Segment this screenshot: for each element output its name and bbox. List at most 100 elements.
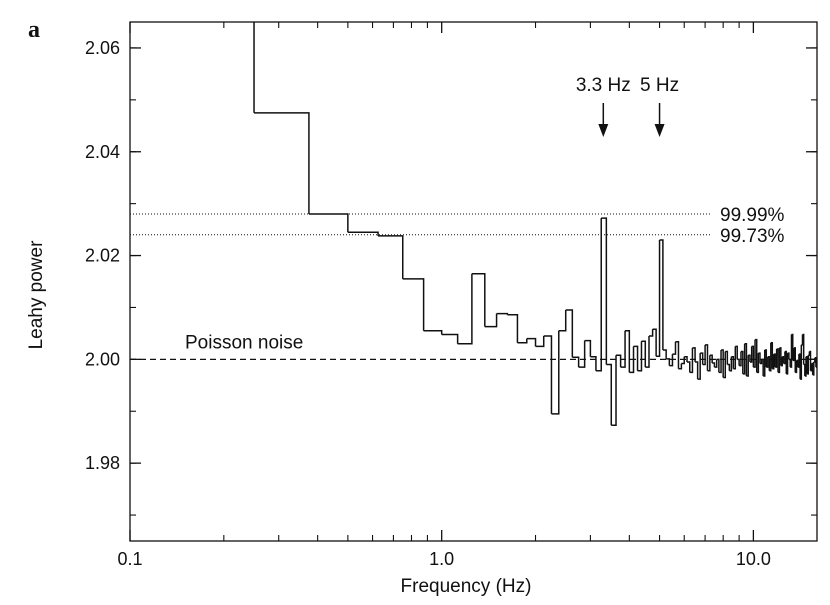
spectrum-step-bin xyxy=(584,339,592,357)
spectrum-step-bin xyxy=(620,330,626,368)
spectrum-step-bin xyxy=(714,359,718,368)
spectrum-step-bin xyxy=(792,347,795,362)
frequency-annotations: 3.3 Hz 5 Hz xyxy=(576,75,679,137)
spectrum-step-bin xyxy=(712,362,716,368)
spectrum-step-bin xyxy=(637,341,643,372)
spectrum-step-bin xyxy=(543,335,553,414)
spectrum-step-bin xyxy=(780,356,783,367)
spectrum-step-bin xyxy=(761,358,764,376)
spectrum-step-bin xyxy=(565,309,574,358)
y-axis-ticks: 1.98 2.00 2.02 2.04 2.06 xyxy=(85,38,817,516)
significance-label-2: 99.73% xyxy=(720,226,785,247)
spectrum-step-bin xyxy=(731,356,735,369)
spectrum-step-bin xyxy=(778,347,781,374)
spectrum-step-bin xyxy=(767,356,771,371)
y-tick-label: 1.98 xyxy=(85,453,120,473)
spectrum-step-bin xyxy=(803,363,806,376)
spectrum-step-bin xyxy=(746,355,749,377)
spectrum-step-bin xyxy=(775,348,778,368)
spectrum-step-bin xyxy=(702,344,706,366)
y-tick-label: 2.06 xyxy=(85,38,120,58)
spectrum-step-bin xyxy=(558,310,567,332)
spectrum-step-bin xyxy=(809,350,812,371)
y-tick-label: 2.00 xyxy=(85,349,120,369)
spectrum-step-bin xyxy=(590,356,597,371)
spectrum-step-bin xyxy=(744,343,748,376)
spectrum-step-bin xyxy=(798,353,801,380)
spectrum-step-bin xyxy=(484,313,498,328)
spectrum-step-bin xyxy=(808,351,811,356)
spectrum-step-bin xyxy=(748,354,751,362)
spectrum-step-bin xyxy=(772,354,775,370)
spectrum-step-bin xyxy=(796,359,799,368)
spectrum-step-bin xyxy=(795,360,798,374)
spectrum-step-bin xyxy=(755,338,758,373)
spectrum-step-bin xyxy=(687,361,691,373)
spectrum-step-bin xyxy=(766,356,769,368)
spectrum-step-bin xyxy=(788,358,791,368)
spectrum-step-bin xyxy=(797,354,800,368)
spectrum-step-bin xyxy=(629,346,635,374)
spectrum-step-bin xyxy=(695,361,699,380)
spectrum-step-bin xyxy=(441,333,459,344)
spectrum-step-bin xyxy=(740,350,744,374)
spectrum-step-bin xyxy=(684,356,688,362)
spectrum-step-bin xyxy=(756,353,760,374)
spectrum-step-bin xyxy=(725,350,729,365)
spectrum-step-bin xyxy=(645,335,650,368)
spectrum-step-bin xyxy=(692,347,696,362)
spectrum-step-bin xyxy=(735,345,738,360)
spectrum-step-bin xyxy=(814,357,817,368)
spectrum-step-bin xyxy=(308,213,349,233)
spectrum-step-bin xyxy=(716,358,720,373)
spectrum-step-bin xyxy=(759,359,763,365)
spectrum-step-bin xyxy=(672,341,677,355)
y-axis-label: Leahy power xyxy=(26,240,47,349)
plot-frame xyxy=(129,21,818,542)
spectrum-step-bin xyxy=(787,352,790,360)
spectrum-step-bin xyxy=(737,358,740,366)
spectrum-step-bin xyxy=(551,330,560,415)
spectrum-step-bin xyxy=(742,343,746,375)
spectrum-step-bin xyxy=(811,362,814,375)
x-axis-ticks: 0.1 1.0 10.0 xyxy=(117,22,771,569)
x-tick-label: 10.0 xyxy=(736,549,771,569)
significance-label-1: 99.99% xyxy=(720,205,785,226)
spectrum-step-bin xyxy=(378,235,404,279)
spectrum-step-bin xyxy=(649,329,654,337)
spectrum-step-bin xyxy=(707,355,711,372)
spectrum-step-bin xyxy=(457,273,473,345)
spectrum-step-bin xyxy=(770,341,774,369)
spectrum-step-bin xyxy=(697,353,701,380)
spectrum-step-bin xyxy=(606,363,613,426)
spectrum-step-bin xyxy=(804,356,807,377)
y-tick-label: 2.04 xyxy=(85,142,120,162)
spectrum-step-bin xyxy=(526,337,537,347)
spectrum-step-bin xyxy=(812,361,815,376)
spectrum-step-bin xyxy=(611,355,617,427)
spectrum-step-bin xyxy=(749,346,753,363)
spectrum-step-bin xyxy=(784,350,788,374)
spectrum-step-bin xyxy=(739,351,742,367)
spectrum-step-bin xyxy=(709,354,713,363)
spectrum-step-bin xyxy=(601,217,608,365)
spectrum-step-bin xyxy=(423,330,443,335)
spectrum-step-bin xyxy=(659,239,664,351)
spectrum-step-bin xyxy=(727,363,731,371)
spectrum-step-bin xyxy=(733,346,737,370)
spectrum-step-bin xyxy=(662,349,667,359)
spectrum-step-bin xyxy=(572,356,580,368)
spectrum-step-bin xyxy=(652,328,657,357)
spectrum-step-bin xyxy=(782,356,785,364)
spectrum-step-bin xyxy=(790,334,793,368)
frequency-annotation-label: 3.3 Hz xyxy=(576,75,631,96)
spectrum-step-bin xyxy=(471,272,486,327)
poisson-noise-label: Poisson noise xyxy=(185,332,303,353)
spectrum-step-bin xyxy=(802,333,805,365)
spectrum-step-bin xyxy=(786,353,789,375)
spectrum-step-bin xyxy=(723,351,727,379)
reference-lines: Poisson noise 99.99%99.73% xyxy=(130,205,817,360)
spectrum-step-bin xyxy=(801,334,804,346)
spectrum-step-bin xyxy=(718,350,722,374)
x-axis-label: Frequency (Hz) xyxy=(401,576,532,597)
